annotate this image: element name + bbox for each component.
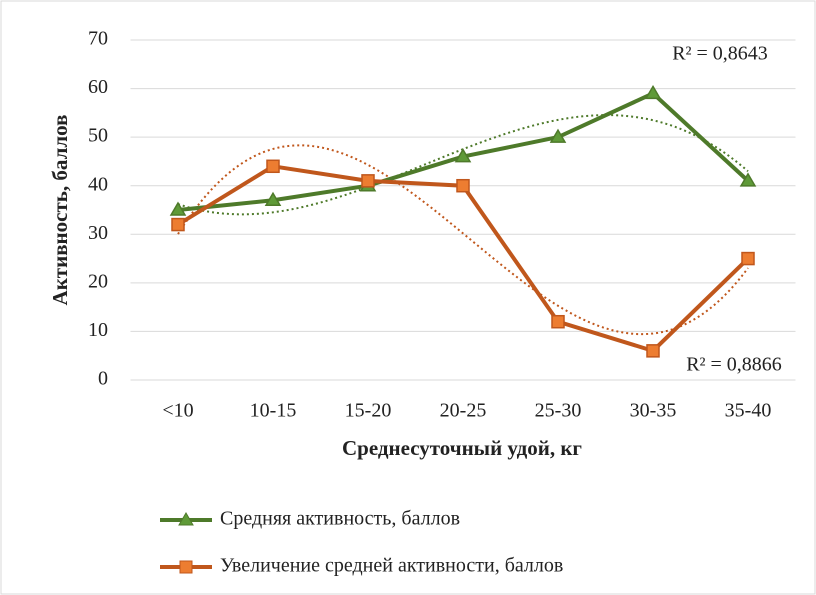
x-tick-label: 35-40 [725,400,772,422]
annotation: R² = 0,8866 [686,354,782,376]
y-tick-label: 20 [88,270,108,292]
x-tick-label: 30-35 [630,400,677,422]
x-tick-label: 25-30 [535,400,582,422]
marker [264,191,282,207]
x-axis-title: Среднесуточный удой, кг [342,436,582,460]
y-tick-label: 70 [88,28,108,50]
marker [551,314,565,329]
x-tick-label: 20-25 [440,400,487,422]
marker [361,174,375,188]
x-tick-label: 10-15 [250,400,297,422]
x-tick-label: <10 [162,400,193,422]
marker [169,201,187,216]
trend-line [177,144,749,336]
y-tick-label: 40 [88,173,108,195]
marker [739,172,757,187]
y-tick-label: 30 [88,222,108,244]
legend-label: Увеличение средней активности, баллов [220,555,563,577]
marker [741,251,755,266]
legend-marker [178,512,194,526]
marker [456,178,470,193]
marker [644,84,662,100]
legend-label: Средняя активность, баллов [220,508,460,530]
x-tick-label: 15-20 [345,400,392,422]
marker [549,128,567,143]
y-axis-title: Активность, баллов [48,115,72,306]
legend-marker [179,560,193,574]
y-tick-label: 50 [88,125,108,147]
marker [171,217,185,232]
y-tick-label: 0 [98,368,108,390]
y-tick-label: 60 [88,76,108,98]
y-tick-label: 10 [88,319,108,341]
marker [646,344,660,358]
marker [266,159,280,174]
marker [454,148,472,163]
annotation: R² = 0,8643 [672,43,768,65]
